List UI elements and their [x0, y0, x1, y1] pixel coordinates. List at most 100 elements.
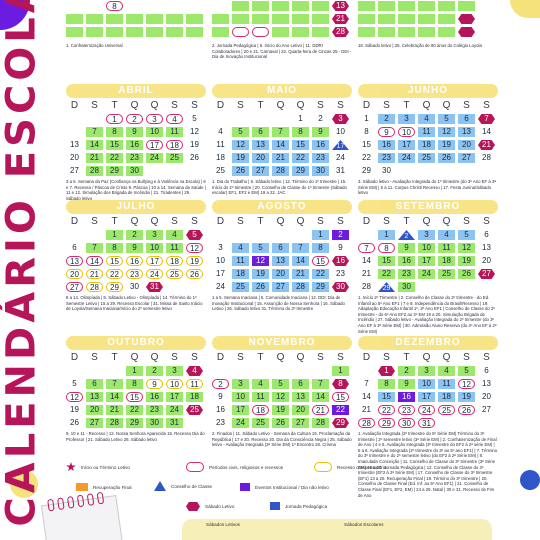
calendar-week: 24 25 26 27 28 29 30 [212, 282, 352, 292]
day-cell: 26 [438, 153, 455, 163]
day-cell: 3 [146, 114, 163, 124]
vertical-title-text: CALENDÁRIO ESCOLAR [0, 0, 45, 527]
day-cell: 12 [232, 140, 249, 150]
star-icon [66, 462, 76, 472]
month-block: ABRIL D S T Q Q S S 1 2 3 4 5 7 8 9 10 11 12 13 14 15 16 17 18 19… [66, 84, 206, 201]
weekday-label: D [216, 100, 225, 111]
day-cell: 4 [166, 114, 183, 124]
month-block: AGOSTO D S T Q Q S S 1 2 3 4 5 6 7 8 9 10 11 12 13 14 15 16 17 18… [212, 200, 352, 312]
day-cell: 2 [318, 114, 323, 123]
day-cell: 11 [216, 140, 225, 149]
legend-item: Início ou Término Letivo [66, 462, 130, 472]
day-cell: 9 [126, 127, 143, 137]
day-cell: 19 [272, 405, 289, 415]
day-cell: 15 [378, 392, 395, 402]
day-cell: 29 [332, 418, 349, 428]
day-cell: 25 [418, 153, 435, 163]
day-cell: 23 [312, 153, 329, 163]
day-cell: 13 [86, 392, 103, 402]
weekday-label: T [111, 100, 118, 111]
weekday-label: Q [422, 100, 431, 111]
day-cell: 30 [398, 282, 415, 292]
calendar-week: 23 24 25 26 27 28 29 [212, 418, 352, 428]
day-cell: 24 [146, 153, 163, 163]
calendar-week: 8 [66, 1, 206, 11]
day-cell: 14 [86, 256, 103, 266]
footer-right-label: Sábados Escolares [344, 522, 384, 527]
weekday-label: T [257, 216, 264, 227]
calendar-week: 21 22 23 24 25 26 27 [358, 269, 498, 279]
weekday-label: Q [276, 216, 285, 227]
day-cell: 28 [332, 27, 349, 37]
weekday-label: D [70, 100, 79, 111]
legend: Início ou Término Letivo Períodos civis,… [64, 458, 504, 528]
legend-item: Conselho de Classe [154, 481, 212, 491]
legend-item: Eventos Institucional / Dia não letivo [240, 483, 329, 491]
day-cell: 25 [438, 405, 455, 415]
legend-item: Jornada Pedagógica [270, 502, 327, 510]
day-cell: 17 [146, 256, 163, 266]
legend-item: Recuperação Final [76, 483, 132, 491]
day-cell: 14 [362, 256, 371, 265]
day-cell: 26 [186, 269, 203, 279]
day-cell: 17 [146, 140, 163, 150]
day-cell: 5 [458, 230, 475, 240]
weekday-label: S [171, 352, 178, 363]
day-cell: 4 [418, 114, 435, 124]
day-cell: 7 [312, 379, 329, 389]
day-cell: 11 [166, 243, 183, 253]
day-cell: 14 [292, 256, 309, 266]
weekday-label: S [317, 216, 324, 227]
day-cell: 20 [70, 153, 79, 162]
hexagon-icon [186, 502, 200, 511]
day-cell: 2 [332, 230, 349, 240]
month-title: ABRIL [66, 84, 206, 98]
day-cell: 20 [292, 405, 309, 415]
month-title: SETEMBRO [358, 200, 498, 214]
day-cell: 18 [438, 256, 455, 266]
day-cell: 28 [482, 153, 491, 162]
day-cell: 28 [86, 282, 103, 292]
day-cell: 13 [332, 1, 349, 11]
weekday-label: D [70, 352, 79, 363]
day-cell: 17 [166, 392, 183, 402]
day-cell: 8 [378, 379, 395, 389]
day-cell: 6 [292, 379, 309, 389]
day-cell: 7 [478, 114, 495, 124]
month-block: NOVEMBRO D S T Q Q S S 1 2 3 4 5 6 7 8 9 10 11 12 13 14 15 16 17… [212, 336, 352, 448]
day-cell: 1 [298, 114, 303, 123]
day-cell: 14 [272, 140, 289, 150]
day-cell: 1 [378, 230, 395, 240]
day-cell: 25 [252, 418, 269, 428]
weekday-label: T [403, 352, 410, 363]
day-cell: 13 [292, 392, 309, 402]
day-cell: 1 [364, 114, 369, 123]
calendar-week: 6 7 8 9 10 11 12 [66, 243, 206, 253]
day-cell: 18 [186, 392, 203, 402]
calendar-week: 11 12 13 14 15 16 17 [212, 140, 352, 150]
weekday-label: T [111, 352, 118, 363]
day-cell: 3 [332, 114, 349, 124]
day-cell: 22 [292, 153, 309, 163]
weekday-label: S [483, 216, 490, 227]
day-cell: 17 [418, 256, 435, 266]
day-cell: 7 [86, 243, 103, 253]
day-cell: 26 [252, 282, 269, 292]
day-cell: 18 [418, 140, 435, 150]
calendar-week: 21 22 23 24 25 26 27 [358, 405, 498, 415]
vertical-title: CALENDÁRIO ESCOLAR [0, 0, 46, 527]
weekday-label: S [483, 352, 490, 363]
day-cell: 25 [438, 269, 455, 279]
day-cell: 18 [438, 392, 455, 402]
day-cell: 29 [312, 282, 329, 292]
day-cell: 28 [362, 282, 371, 291]
day-cell: 5 [192, 114, 197, 123]
day-cell: 10 [146, 243, 163, 253]
day-cell: 15 [332, 392, 349, 402]
day-cell: 16 [126, 140, 143, 150]
